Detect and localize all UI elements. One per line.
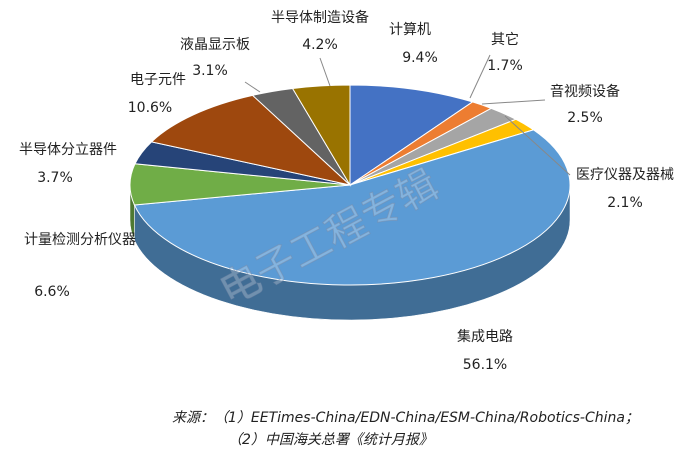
category-label: 计量检测分析仪器 (24, 232, 136, 248)
value-label: 10.6% (128, 100, 172, 116)
value-label: 3.1% (192, 63, 228, 79)
value-label: 2.1% (607, 195, 643, 211)
category-label: 音视频设备 (550, 83, 620, 100)
value-label: 1.7% (487, 58, 523, 74)
leader-line (319, 57, 331, 87)
source-line: 来源：（1）EETimes-China/EDN-China/ESM-China/… (172, 410, 639, 426)
source-line: （2）中国海关总署《统计月报》 (228, 432, 433, 448)
category-label: 计算机 (389, 22, 431, 38)
category-label: 医疗仪器及器械 (576, 167, 674, 183)
category-label: 半导体制造设备 (271, 9, 369, 26)
value-label: 3.7% (37, 170, 73, 186)
category-label: 液晶显示板 (180, 37, 250, 53)
category-label: 电子元件 (130, 72, 186, 88)
value-label: 6.6% (34, 284, 70, 300)
category-label: 半导体分立器件 (19, 142, 117, 158)
leader-line (504, 115, 571, 176)
leader-line (469, 54, 491, 99)
value-label: 56.1% (463, 357, 507, 373)
value-label: 4.2% (302, 37, 338, 53)
value-label: 2.5% (567, 110, 603, 126)
category-label: 其它 (491, 31, 519, 48)
leader-line (481, 99, 546, 105)
slice (133, 129, 571, 286)
leader-line (244, 81, 261, 93)
value-label: 9.4% (402, 50, 438, 66)
slice (291, 84, 351, 187)
category-label: 集成电路 (457, 328, 513, 345)
slice (349, 84, 474, 186)
slice (150, 94, 352, 186)
